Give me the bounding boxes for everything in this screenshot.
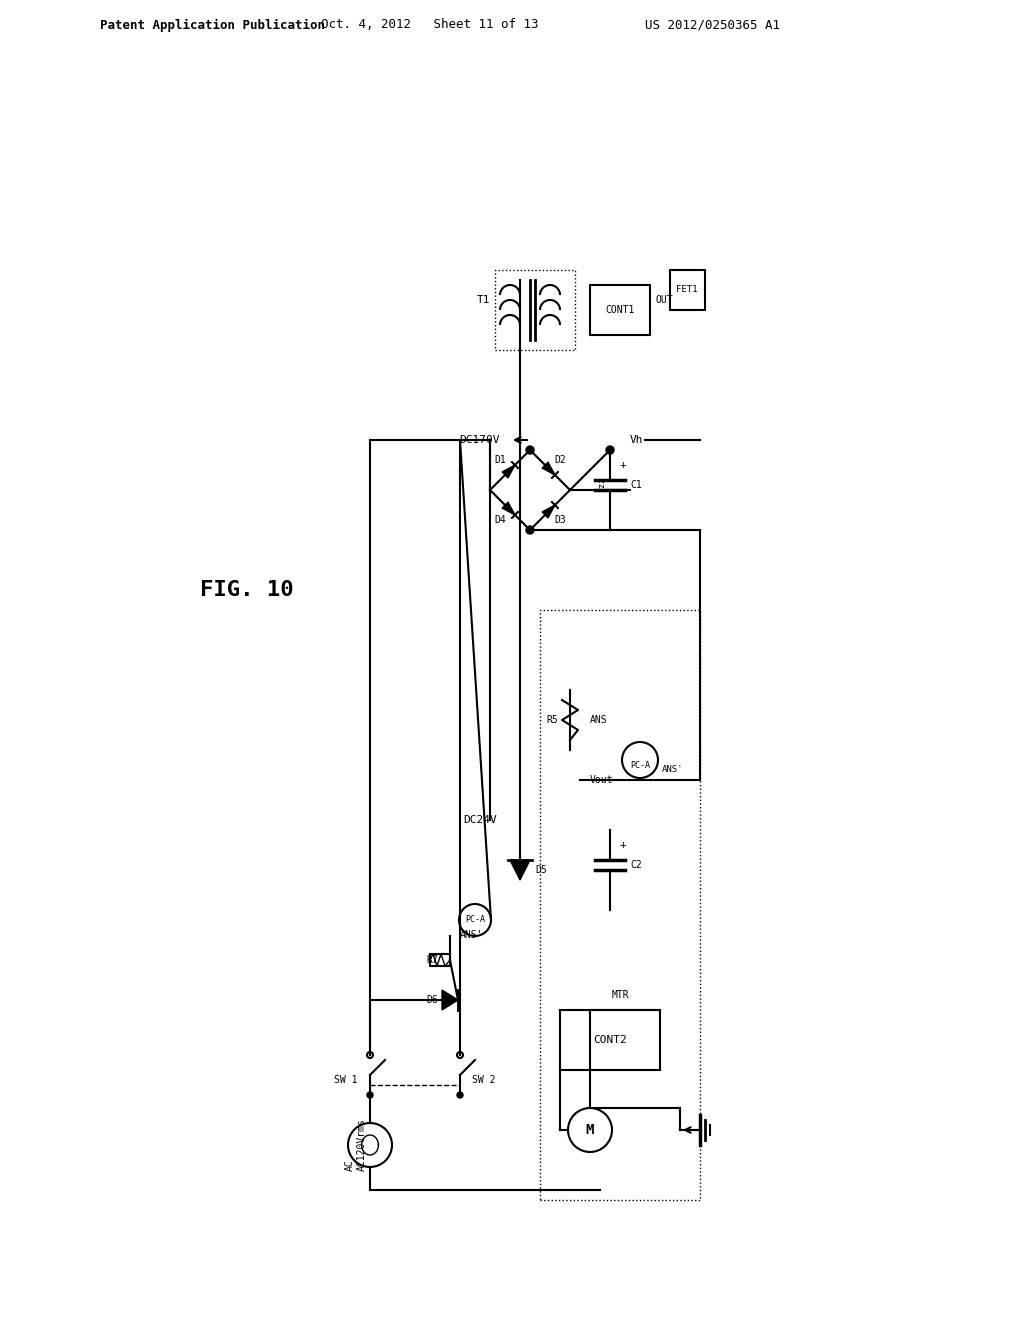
Text: R5: R5 — [546, 715, 558, 725]
Text: C1: C1 — [630, 480, 642, 490]
Text: M: M — [586, 1123, 594, 1137]
Bar — [560, 1010, 660, 1071]
Text: US 2012/0250365 A1: US 2012/0250365 A1 — [645, 18, 780, 32]
Polygon shape — [502, 465, 515, 478]
Text: PC-A: PC-A — [465, 916, 485, 924]
Polygon shape — [442, 990, 458, 1010]
Bar — [495, 271, 575, 350]
Text: SW 2: SW 2 — [472, 1074, 496, 1085]
Circle shape — [367, 1092, 373, 1098]
Text: D3: D3 — [554, 515, 566, 525]
Text: SW 1: SW 1 — [335, 1074, 358, 1085]
Bar — [540, 610, 700, 1200]
Text: Patent Application Publication: Patent Application Publication — [100, 18, 325, 32]
Text: PC-A: PC-A — [630, 760, 650, 770]
Polygon shape — [542, 462, 555, 475]
Text: zzz: zzz — [597, 478, 606, 492]
Text: AC
AC120Vrms: AC AC120Vrms — [345, 1118, 367, 1171]
Text: D5: D5 — [535, 865, 547, 875]
Text: DC170V: DC170V — [460, 436, 501, 445]
Bar — [670, 271, 705, 310]
Text: CONT2: CONT2 — [593, 1035, 627, 1045]
Text: C2: C2 — [630, 861, 642, 870]
Text: FIG. 10: FIG. 10 — [200, 579, 294, 601]
Text: CONT1: CONT1 — [605, 305, 635, 315]
Text: +: + — [620, 840, 627, 850]
Polygon shape — [542, 506, 555, 517]
Text: D1: D1 — [495, 455, 506, 465]
Text: ANS: ANS — [590, 715, 607, 725]
Text: Vh: Vh — [630, 436, 643, 445]
Circle shape — [457, 1092, 463, 1098]
Bar — [590, 285, 650, 335]
Text: ANS': ANS' — [662, 766, 683, 775]
Text: D2: D2 — [554, 455, 566, 465]
Circle shape — [526, 525, 534, 535]
Text: MTR: MTR — [611, 990, 629, 1001]
Text: R7: R7 — [426, 954, 438, 965]
Text: Vout: Vout — [590, 775, 613, 785]
Circle shape — [606, 446, 614, 454]
Text: ANS': ANS' — [460, 931, 483, 940]
Text: T1: T1 — [476, 294, 490, 305]
Text: DC24V: DC24V — [463, 814, 497, 825]
Polygon shape — [502, 502, 515, 515]
Circle shape — [526, 446, 534, 454]
Text: +: + — [620, 459, 627, 470]
Text: D6: D6 — [426, 995, 438, 1005]
Text: D4: D4 — [495, 515, 506, 525]
Text: Oct. 4, 2012   Sheet 11 of 13: Oct. 4, 2012 Sheet 11 of 13 — [322, 18, 539, 32]
Polygon shape — [510, 861, 530, 880]
Text: OUT: OUT — [655, 294, 673, 305]
Bar — [430, 954, 450, 966]
Text: FET1: FET1 — [676, 285, 697, 294]
